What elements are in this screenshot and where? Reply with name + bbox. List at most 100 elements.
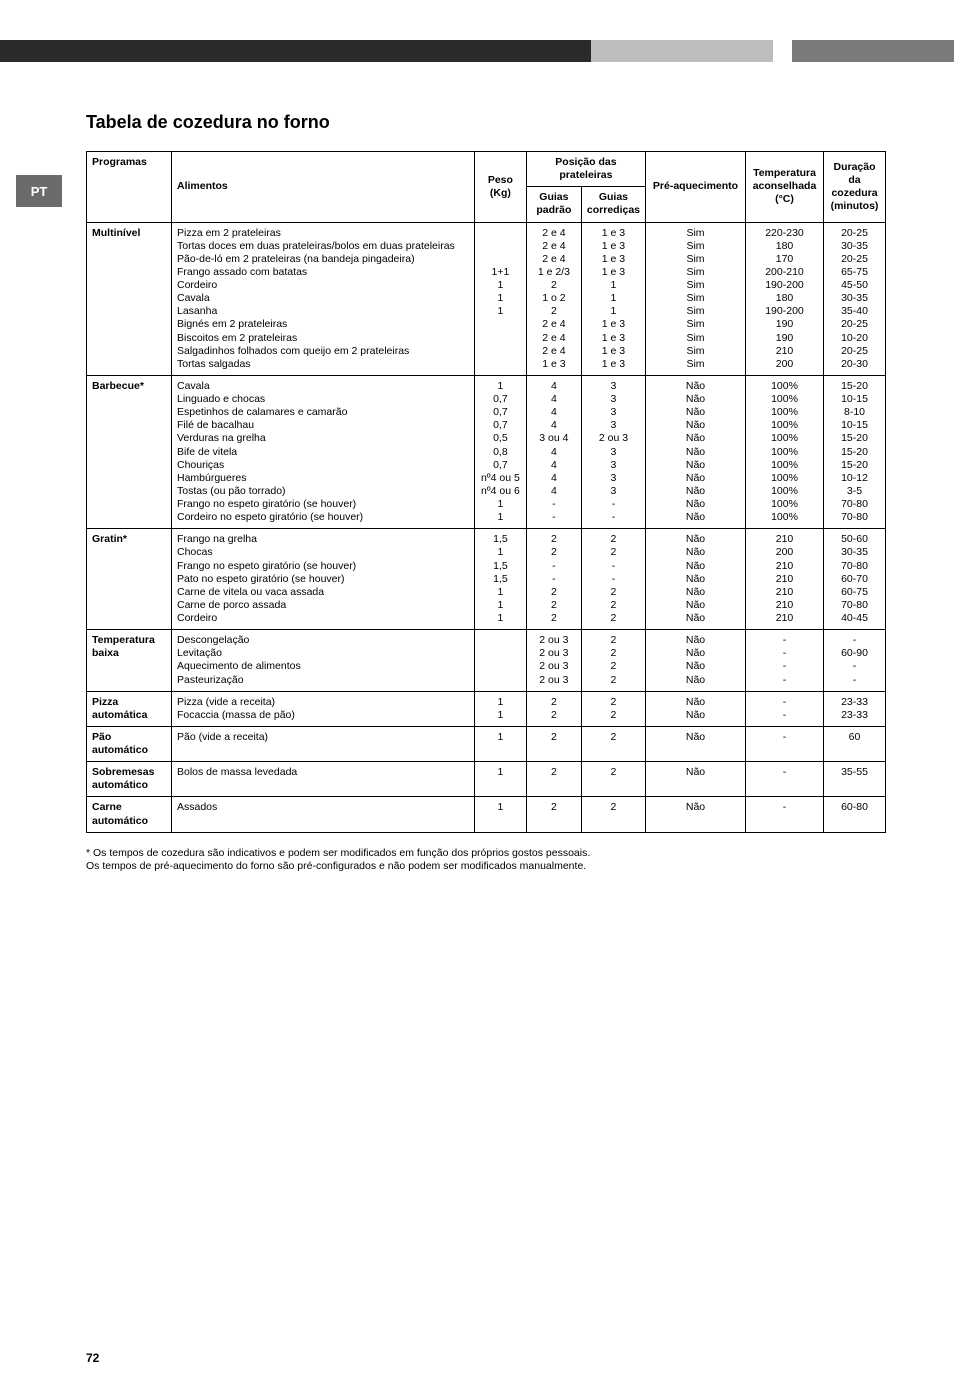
value-peso: 1 xyxy=(480,731,521,744)
cell-temp: 210200210210210210210 xyxy=(746,529,824,630)
value-temp: 210 xyxy=(751,533,818,546)
cell-gc: 1 e 31 e 31 e 31 e 31111 e 31 e 31 e 31 … xyxy=(581,222,645,375)
value-gp: 4 xyxy=(532,380,576,393)
cell-temp: - xyxy=(746,797,824,832)
value-alim: Cordeiro no espeto giratório (se houver) xyxy=(177,511,469,524)
value-alim: Bolos de massa levedada xyxy=(177,766,469,779)
value-dur: 70-80 xyxy=(829,560,880,573)
value-gp: 2 ou 3 xyxy=(532,647,576,660)
value-peso: 1 xyxy=(480,766,521,779)
value-alim: Cordeiro xyxy=(177,279,469,292)
value-alim: Focaccia (massa de pão) xyxy=(177,709,469,722)
value-pre: Sim xyxy=(651,292,740,305)
value-dur: 30-35 xyxy=(829,546,880,559)
value-dur: 60 xyxy=(829,731,880,744)
cell-peso: 1,511,51,5111 xyxy=(474,529,526,630)
value-alim: Frango no espeto giratório (se houver) xyxy=(177,498,469,511)
value-gc: 2 xyxy=(587,546,640,559)
value-pre: Não xyxy=(651,731,740,744)
value-gc: 1 e 3 xyxy=(587,318,640,331)
value-pre: Não xyxy=(651,419,740,432)
cell-peso: 1 xyxy=(474,726,526,761)
cell-peso xyxy=(474,630,526,692)
cell-alim: Frango na grelhaChocasFrango no espeto g… xyxy=(172,529,475,630)
cell-gc: 22--222 xyxy=(581,529,645,630)
value-peso xyxy=(480,318,521,331)
value-pre: Não xyxy=(651,634,740,647)
program-cell: Barbecue* xyxy=(87,375,172,528)
cell-gp: 2 ou 32 ou 32 ou 32 ou 3 xyxy=(526,630,581,692)
value-peso: 1,5 xyxy=(480,533,521,546)
value-gp: 4 xyxy=(532,459,576,472)
value-peso xyxy=(480,660,521,673)
language-badge: PT xyxy=(16,175,62,207)
cell-peso: 1 xyxy=(474,762,526,797)
value-peso: 1 xyxy=(480,696,521,709)
value-alim: Pão-de-ló em 2 prateleiras (na bandeja p… xyxy=(177,253,469,266)
value-gp: 1 e 3 xyxy=(532,358,576,371)
value-peso: 1 xyxy=(480,709,521,722)
value-temp: - xyxy=(751,801,818,814)
value-pre: Sim xyxy=(651,266,740,279)
value-dur: 30-35 xyxy=(829,292,880,305)
value-gc: 1 e 3 xyxy=(587,240,640,253)
stripe-gray-1 xyxy=(591,40,772,62)
value-gp: 2 xyxy=(532,533,576,546)
value-peso: 1+1 xyxy=(480,266,521,279)
value-gc: 1 e 3 xyxy=(587,358,640,371)
cell-pre: NãoNãoNãoNão xyxy=(646,630,746,692)
value-gc: 2 xyxy=(587,766,640,779)
cell-dur: -60-90-- xyxy=(824,630,886,692)
value-gp: 2 ou 3 xyxy=(532,660,576,673)
value-dur: 60-75 xyxy=(829,586,880,599)
value-gc: 3 xyxy=(587,472,640,485)
value-peso xyxy=(480,332,521,345)
value-dur: 15-20 xyxy=(829,432,880,445)
value-pre: Não xyxy=(651,393,740,406)
th-programas: Programas xyxy=(87,152,172,223)
stripe-gray-2 xyxy=(792,40,954,62)
value-gp: 2 xyxy=(532,279,576,292)
value-peso: 1 xyxy=(480,279,521,292)
value-alim: Frango assado com batatas xyxy=(177,266,469,279)
cell-gp: 44443 ou 44444-- xyxy=(526,375,581,528)
value-dur: 20-30 xyxy=(829,358,880,371)
value-temp: 210 xyxy=(751,599,818,612)
value-gp: 2 xyxy=(532,801,576,814)
program-cell: Pizza automática xyxy=(87,691,172,726)
value-pre: Não xyxy=(651,573,740,586)
th-guias-padrao: Guias padrão xyxy=(526,187,581,222)
value-gp: 3 ou 4 xyxy=(532,432,576,445)
value-peso xyxy=(480,240,521,253)
cell-gp: 2 xyxy=(526,726,581,761)
th-peso: Peso (Kg) xyxy=(474,152,526,223)
value-gp: 2 xyxy=(532,731,576,744)
value-gp: 2 xyxy=(532,612,576,625)
value-gc: 3 xyxy=(587,485,640,498)
value-gc: 2 xyxy=(587,709,640,722)
value-peso xyxy=(480,634,521,647)
value-gc: 3 xyxy=(587,459,640,472)
cell-gc: 33332 ou 33333-- xyxy=(581,375,645,528)
value-temp: 210 xyxy=(751,560,818,573)
value-peso xyxy=(480,674,521,687)
value-temp: 100% xyxy=(751,406,818,419)
value-temp: 100% xyxy=(751,419,818,432)
value-alim: Pão (vide a receita) xyxy=(177,731,469,744)
value-gp: 2 xyxy=(532,599,576,612)
value-dur: 10-15 xyxy=(829,393,880,406)
cell-alim: Pizza em 2 prateleirasTortas doces em du… xyxy=(172,222,475,375)
value-pre: Não xyxy=(651,485,740,498)
value-gc: 2 xyxy=(587,647,640,660)
cell-dur: 15-2010-158-1010-1515-2015-2015-2010-123… xyxy=(824,375,886,528)
value-dur: 8-10 xyxy=(829,406,880,419)
value-gp: 2 xyxy=(532,546,576,559)
cell-gp: 22 xyxy=(526,691,581,726)
value-gc: 1 e 3 xyxy=(587,227,640,240)
program-cell: Sobremesas automático xyxy=(87,762,172,797)
value-dur: 20-25 xyxy=(829,318,880,331)
value-gc: 2 xyxy=(587,731,640,744)
value-peso: 1 xyxy=(480,612,521,625)
program-cell: Temperatura baixa xyxy=(87,630,172,692)
cell-alim: Bolos de massa levedada xyxy=(172,762,475,797)
